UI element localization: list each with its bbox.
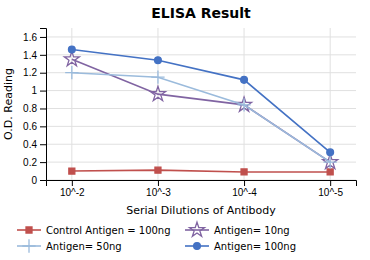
legend-label: Control Antigen = 100ng [46,225,171,236]
grid-line-x [157,28,158,180]
grid-line-y [46,54,356,55]
x-tick-label: 10^-2 [60,187,85,198]
chart: 10^-2 10^-3 10^-4 10^-5 0 0.2 0.4 0.6 0.8 1 1.2 1.4… [0,0,370,260]
marker [155,57,162,64]
grid-line-y [46,144,356,145]
y-tick-mark [40,162,46,163]
x-axis-title: Serial Dilutions of Antibody [126,204,276,217]
y-axis: 0 0.2 0.4 0.6 0.8 1 1.2 1.4 1.6 [23,29,46,186]
x-tick-label: 10^-4 [232,187,257,198]
y-tick: 0 [31,175,46,186]
x-tick: 10^-4 [232,180,257,198]
y-tick-mark [40,37,46,38]
marker [327,169,333,175]
x-axis-line [47,181,357,187]
title: ELISA Result [151,5,251,21]
legend-marker [22,239,35,252]
x-tick: 10^-5 [318,180,343,198]
marker [64,51,79,65]
marker [155,167,161,173]
marker [65,66,78,79]
series [69,167,333,175]
y-tick: 0.4 [23,139,46,150]
legend-item: Antigen= 10ng [185,222,290,236]
marker [151,71,164,84]
x-tick: 10^-2 [60,180,85,198]
legend-label: Antigen= 100ng [214,241,296,252]
grid-line-y [46,36,356,37]
x-tick-label: 10^-3 [146,187,171,198]
x-axis: 10^-2 10^-3 10^-4 10^-5 [47,180,357,198]
y-tick: 0.8 [23,103,46,114]
x-tick-label: 10^-5 [318,187,343,198]
line [72,73,330,162]
y-tick-mark [40,108,46,109]
marker [69,168,75,174]
series-group [64,46,337,175]
legend-item: Antigen= 100ng [185,241,296,252]
legend-marker [189,222,204,236]
marker [237,98,250,111]
y-tick-mark [40,73,46,74]
legend-marker [26,227,32,233]
grid-line-y [46,126,356,127]
y-tick-label: 0.2 [23,157,37,168]
marker [150,86,165,100]
line [72,170,330,172]
series [65,66,337,169]
y-tick-mark [40,126,46,127]
x-tick-mark [244,180,245,186]
x-tick-mark [72,180,73,186]
y-tick: 1.4 [23,50,46,61]
y-tick: 1.6 [23,32,46,43]
marker [241,169,247,175]
x-tick-mark [330,180,331,186]
x-tick-mark [158,180,159,186]
legend: Control Antigen = 100ng Antigen= 10ng Anti… [17,222,296,253]
series [68,46,333,156]
marker [323,155,336,168]
y-tick-label: 0.4 [23,139,37,150]
legend-line [185,229,209,231]
plot: 10^-2 10^-3 10^-4 10^-5 0 0.2 0.4 0.6 0.8 1 1.2 1.4… [23,28,356,198]
marker [327,149,334,156]
y-tick-label: 1.6 [23,32,37,43]
x-tick: 10^-3 [146,180,171,198]
legend-label: Antigen= 50ng [46,241,122,252]
y-tick-mark [40,55,46,56]
y-tick-label: 1.2 [23,67,37,78]
series [64,51,337,168]
legend-marker [194,243,201,250]
y-axis-title: O.D. Reading [2,68,15,140]
line [72,49,330,152]
y-tick-label: 0.8 [23,103,37,114]
y-tick: 0.6 [23,121,46,132]
y-axis-line [40,29,47,181]
legend-label: Antigen= 10ng [214,225,290,236]
legend-item: Control Antigen = 100ng [17,225,171,236]
y-tick-label: 1.4 [23,50,37,61]
y-tick-label: 0 [31,175,37,186]
y-tick: 0.2 [23,157,46,168]
line [72,59,330,162]
marker [241,76,248,83]
legend-item: Antigen= 50ng [17,239,122,252]
y-tick-label: 0.6 [23,121,37,132]
y-tick-mark [40,91,46,92]
y-tick: 1.2 [23,67,46,78]
grid [46,28,356,180]
y-tick-mark [40,144,46,145]
grid-line-y [46,108,356,109]
grid-line-y [46,162,356,163]
y-tick: 1 [31,85,46,96]
y-tick-label: 1 [31,85,37,96]
marker [323,154,338,168]
marker [68,46,75,53]
y-tick-mark [40,180,46,181]
